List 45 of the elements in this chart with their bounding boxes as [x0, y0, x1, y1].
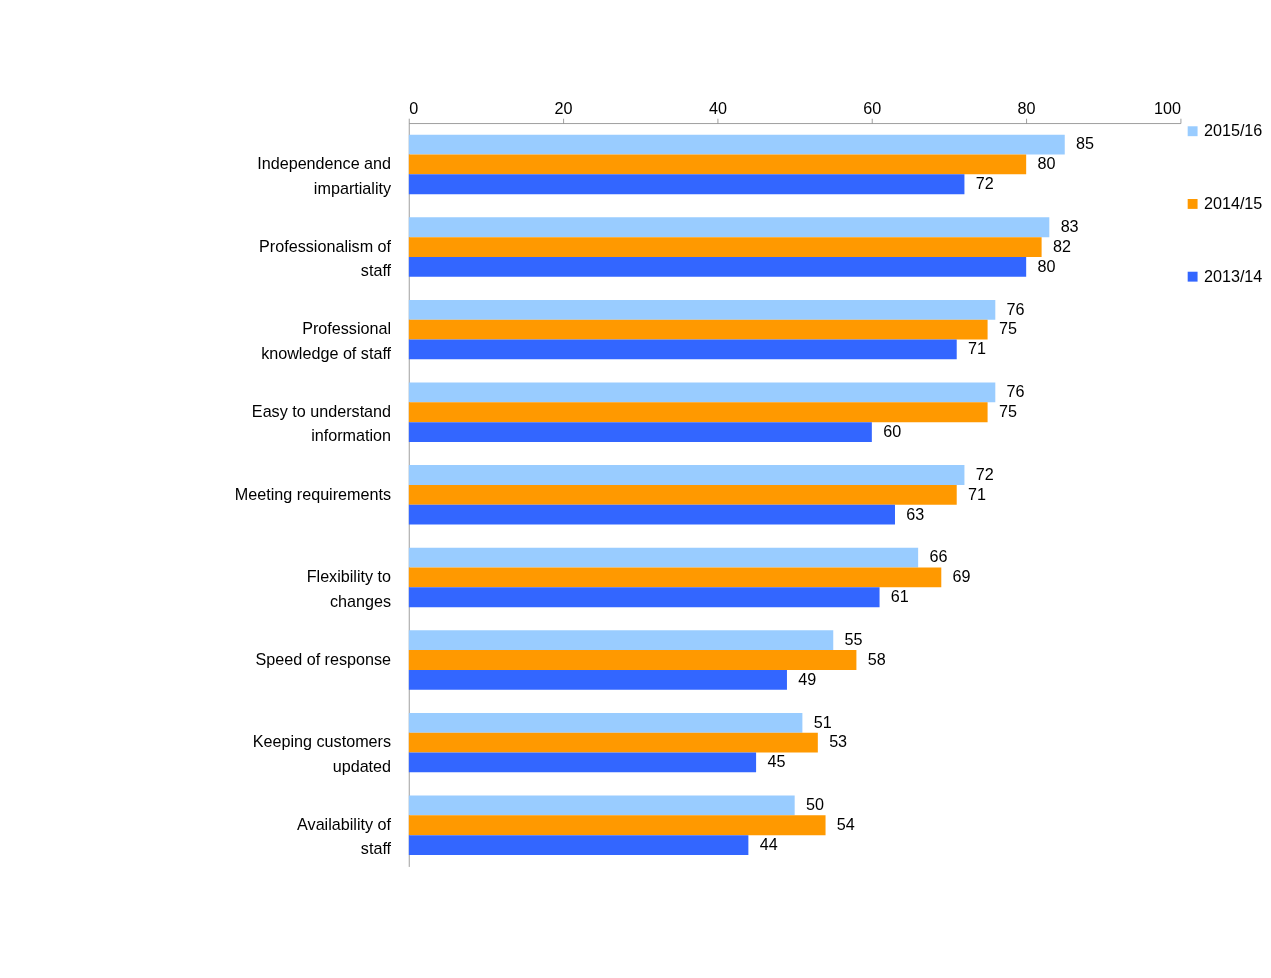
- data-label: 44: [759, 834, 778, 853]
- y-tick-label: Speed of response: [255, 649, 392, 668]
- data-label: 69: [952, 567, 971, 586]
- y-tick-label: Meeting requirements: [234, 484, 392, 503]
- data-label: 60: [883, 421, 902, 440]
- y-tick-label: Keeping customers updated: [252, 732, 392, 775]
- x-tick-label: 100: [1153, 98, 1181, 117]
- data-label: 83: [1060, 217, 1079, 236]
- data-label: 72: [975, 464, 994, 483]
- data-label: 45: [767, 752, 786, 771]
- y-tick-label: Easy to understand information: [251, 402, 392, 445]
- data-label: 50: [805, 795, 824, 814]
- data-label: 72: [975, 174, 994, 193]
- y-tick-label: Flexibility to changes: [306, 567, 392, 610]
- data-label: 75: [998, 319, 1017, 338]
- data-label: 53: [829, 732, 848, 751]
- data-label: 55: [844, 630, 863, 649]
- data-label: 76: [1006, 382, 1025, 401]
- data-label: 76: [1006, 299, 1025, 318]
- legend-label: 2014/15: [1203, 193, 1263, 212]
- data-label: 85: [1076, 134, 1095, 153]
- y-tick-label: Professionalism of staff: [259, 236, 392, 280]
- data-label: 58: [867, 649, 886, 668]
- y-tick-label: Availability of staff: [297, 815, 392, 858]
- data-label: 61: [890, 587, 909, 606]
- legend-label: 2015/16: [1203, 121, 1263, 140]
- data-label: 54: [836, 815, 855, 834]
- x-tick-label: 40: [708, 98, 727, 117]
- x-tick-label: 80: [1017, 98, 1036, 117]
- data-label: 80: [1037, 154, 1056, 173]
- x-tick-label: 0: [409, 98, 419, 117]
- data-label: 71: [968, 484, 987, 503]
- data-label: 49: [798, 669, 817, 688]
- x-tick-label: 20: [554, 98, 573, 117]
- data-label: 63: [906, 504, 925, 523]
- y-tick-label: Independence and impartiality: [257, 154, 392, 197]
- legend-label: 2013/14: [1203, 266, 1263, 285]
- data-label: 51: [813, 712, 832, 731]
- y-tick-label: Professional knowledge of staff: [261, 319, 392, 362]
- x-tick-label: 60: [863, 98, 882, 117]
- data-label: 82: [1052, 236, 1071, 255]
- data-label: 80: [1037, 256, 1056, 275]
- data-label: 66: [929, 547, 948, 566]
- data-label: 71: [968, 339, 987, 358]
- data-label: 75: [998, 402, 1017, 421]
